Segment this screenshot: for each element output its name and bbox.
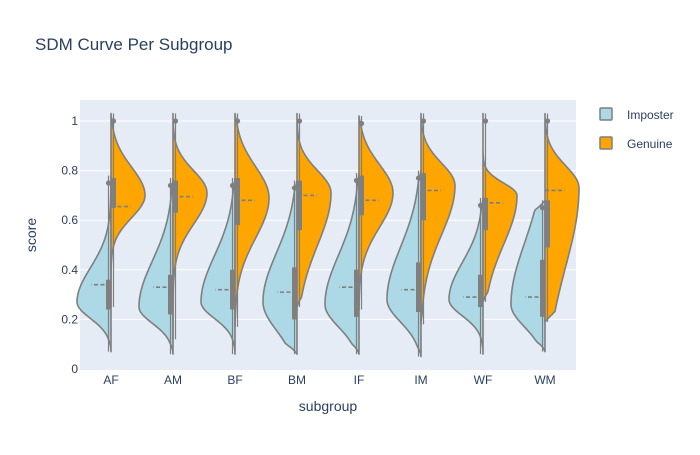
x-tick-label-bf: BF: [227, 373, 242, 387]
violin-imposter-wm[interactable]: [510, 199, 546, 353]
violin-imposter-im[interactable]: [386, 169, 422, 358]
outlier-point: [482, 118, 489, 124]
x-tick-label-af: AF: [103, 373, 118, 387]
violins: [76, 112, 580, 358]
violin-imposter-am[interactable]: [138, 177, 174, 355]
legend-item-imposter[interactable]: Imposter: [599, 107, 674, 122]
outlier-point: [234, 118, 241, 124]
outlier-point: [291, 185, 298, 191]
violin-imposter-if[interactable]: [324, 172, 360, 355]
violin-imposter-bm[interactable]: [262, 179, 298, 355]
violin-shape: [172, 112, 208, 341]
y-axis-ticks: 0 0.2 0.4 0.6 0.8 1: [61, 114, 78, 376]
violin-genuine-if[interactable]: [358, 115, 394, 311]
violin-shape: [544, 112, 580, 323]
violin-shape: [448, 197, 484, 355]
y-tick-label: 0: [71, 362, 78, 376]
violin-shape: [510, 199, 546, 353]
violin-genuine-af[interactable]: [110, 112, 146, 308]
violin-genuine-wm[interactable]: [544, 112, 580, 323]
legend-swatch-genuine: [599, 136, 613, 150]
y-axis-title: score: [23, 218, 39, 252]
x-tick-label-wm: WM: [534, 373, 555, 387]
violin-shape: [262, 179, 298, 355]
violin-genuine-bf[interactable]: [234, 112, 270, 328]
violin-genuine-im[interactable]: [420, 112, 456, 326]
x-tick-label-im: IM: [414, 373, 427, 387]
violin-shape: [386, 169, 422, 358]
x-axis-ticks: AF AM BF BM IF IM WF WM: [103, 373, 555, 387]
legend-swatch-imposter: [599, 107, 613, 121]
chart-title: SDM Curve Per Subgroup: [35, 35, 232, 54]
violin-shape: [324, 172, 360, 355]
y-tick-label: 0.2: [61, 312, 78, 326]
violin-genuine-bm[interactable]: [296, 112, 332, 308]
x-tick-label-am: AM: [164, 373, 182, 387]
legend-label-imposter: Imposter: [627, 108, 674, 122]
outlier-point: [229, 182, 236, 189]
x-tick-label-wf: WF: [474, 373, 493, 387]
outlier-point: [358, 120, 365, 127]
y-tick-label: 0.8: [61, 164, 78, 178]
violin-imposter-bf[interactable]: [200, 177, 236, 355]
violin-shape: [200, 177, 236, 355]
violin-imposter-wf[interactable]: [448, 197, 484, 355]
x-tick-label-bm: BM: [288, 373, 306, 387]
outlier-point: [415, 175, 422, 181]
outlier-point: [172, 118, 179, 124]
y-tick-label: 0.4: [61, 263, 78, 277]
outlier-point: [296, 118, 303, 124]
outlier-point: [167, 182, 174, 189]
outlier-point: [105, 180, 112, 186]
outlier-point: [420, 118, 427, 124]
violin-genuine-wf[interactable]: [482, 112, 518, 303]
outlier-point: [477, 202, 484, 208]
x-axis-title: subgroup: [299, 398, 358, 414]
legend-label-genuine: Genuine: [627, 137, 673, 151]
y-tick-label: 1: [71, 114, 78, 128]
outlier-point: [539, 205, 546, 211]
violin-shape: [358, 115, 394, 311]
legend-item-genuine[interactable]: Genuine: [599, 136, 673, 151]
y-tick-label: 0.6: [61, 213, 78, 227]
violin-genuine-am[interactable]: [172, 112, 208, 341]
outlier-point: [353, 177, 360, 184]
violin-shape: [110, 112, 146, 308]
violin-shape: [482, 112, 518, 303]
violin-shape: [420, 112, 456, 326]
outlier-point: [110, 118, 117, 124]
x-tick-label-if: IF: [354, 373, 365, 387]
legend: Imposter Genuine: [599, 107, 674, 151]
outlier-point: [544, 118, 551, 124]
